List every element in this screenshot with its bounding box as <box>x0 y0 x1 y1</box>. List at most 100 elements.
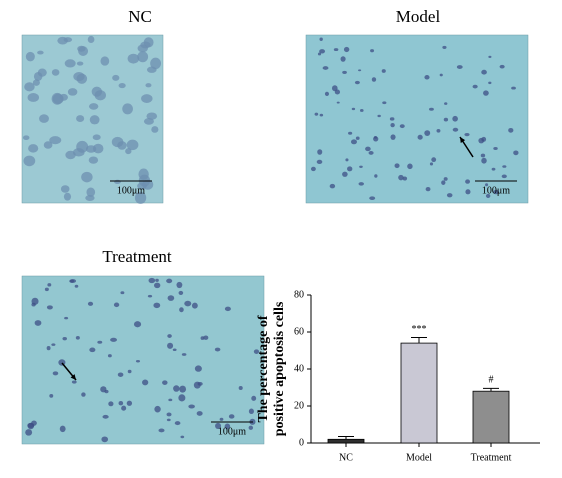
cell <box>485 193 491 198</box>
cell <box>502 165 507 168</box>
cell <box>49 136 62 145</box>
cell <box>142 179 154 190</box>
error-bar <box>483 387 499 392</box>
cell <box>87 35 95 44</box>
cell <box>162 380 168 385</box>
cell <box>140 41 151 49</box>
cell <box>87 301 94 306</box>
cell <box>60 185 70 193</box>
cell <box>110 337 117 342</box>
cell <box>137 51 149 63</box>
cell <box>219 417 224 421</box>
cell <box>122 103 133 115</box>
cell <box>76 61 84 66</box>
cell <box>166 412 172 417</box>
cell <box>324 91 329 96</box>
cell <box>491 167 496 171</box>
cell <box>444 102 448 105</box>
cell <box>394 163 400 169</box>
scale-label: 100μm <box>117 185 145 196</box>
cell <box>117 141 127 150</box>
cell <box>446 193 453 198</box>
cell <box>62 336 67 341</box>
cell <box>101 436 109 443</box>
cell <box>44 287 49 292</box>
cell <box>369 196 376 200</box>
cell <box>65 150 76 160</box>
cell <box>33 71 43 81</box>
cell <box>351 107 356 111</box>
cell <box>350 139 357 145</box>
cell <box>348 131 353 135</box>
cell <box>253 349 260 354</box>
cell <box>114 179 121 184</box>
cell <box>464 132 470 137</box>
cell <box>125 148 132 155</box>
cell <box>370 49 375 53</box>
cell <box>100 386 107 393</box>
cell <box>329 183 336 189</box>
cell <box>178 394 186 402</box>
cell <box>121 405 127 411</box>
cell <box>120 291 125 295</box>
cell <box>31 420 37 426</box>
cell <box>141 94 153 103</box>
cell <box>85 145 97 153</box>
cell <box>153 302 161 309</box>
cell <box>97 340 103 344</box>
scale-label: 100μm <box>218 426 246 437</box>
cell <box>100 56 110 66</box>
cell <box>334 89 341 95</box>
y-tick-label: 40 <box>294 363 304 374</box>
cell <box>81 171 93 183</box>
cell <box>340 56 346 62</box>
scale-label: 100μm <box>482 185 510 196</box>
y-tick-label: 60 <box>294 326 304 337</box>
cell <box>172 348 177 351</box>
cell <box>314 112 319 116</box>
cell <box>399 124 405 129</box>
cell <box>191 302 198 309</box>
cell <box>342 70 347 74</box>
cell <box>178 290 184 295</box>
cell <box>214 347 221 352</box>
cell <box>481 136 487 142</box>
cell <box>133 321 142 328</box>
cell <box>86 187 96 197</box>
cell <box>317 52 322 56</box>
cell <box>158 428 165 433</box>
cell <box>147 294 153 298</box>
y-tick-label: 20 <box>294 400 304 411</box>
cell <box>51 69 60 76</box>
cell <box>511 86 516 90</box>
cell <box>88 156 99 164</box>
y-axis-title: positive apoptosis cells <box>272 301 287 436</box>
cell <box>31 297 39 305</box>
cell <box>179 385 187 393</box>
cell <box>49 394 54 398</box>
cell <box>389 117 395 121</box>
cell <box>71 380 77 384</box>
cell <box>465 189 471 195</box>
x-tick-label: Model <box>406 452 432 463</box>
cell <box>424 130 431 137</box>
cell <box>134 191 147 204</box>
cell <box>24 82 35 92</box>
y-tick-label: 0 <box>299 437 304 448</box>
cell <box>138 168 149 180</box>
cell <box>203 335 209 340</box>
cell <box>443 117 449 122</box>
cell <box>76 115 85 122</box>
cell <box>373 136 379 142</box>
cell <box>443 177 448 181</box>
y-tick-label: 80 <box>294 289 304 300</box>
cell <box>63 37 73 43</box>
cell <box>197 381 203 386</box>
cell <box>81 392 86 397</box>
cell <box>52 371 59 376</box>
cell <box>76 140 89 153</box>
cell <box>168 398 173 402</box>
cell <box>39 114 49 123</box>
annotation: *** <box>412 324 427 335</box>
